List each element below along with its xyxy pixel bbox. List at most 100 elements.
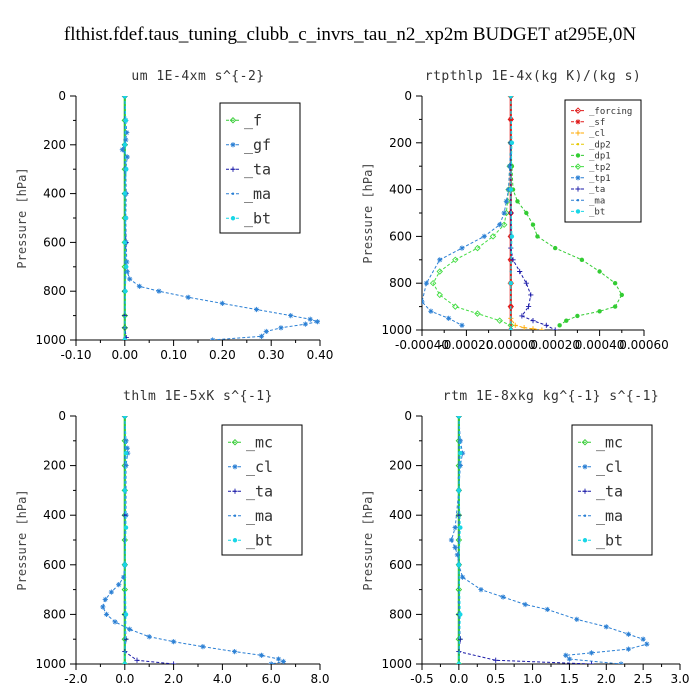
data-point [124,269,130,275]
panel-title: rtpthlp 1E-4x(kg K)/(kg s) [425,69,642,84]
data-point [478,587,484,593]
data-point [457,438,463,444]
series-line [510,96,513,330]
data-point [505,187,512,193]
data-point [100,604,106,610]
data-point [457,463,463,469]
chart-panel-1: um 1E-4xm s^{-2} Pressure [hPa] 0 200 400 600… [15,69,333,362]
data-point [122,191,128,196]
data-point [302,321,308,327]
data-point [124,130,130,136]
legend-marker [574,107,582,114]
series-bt [122,96,129,340]
data-point [123,215,128,221]
y-tick-label: 400 [43,508,66,522]
data-point [219,300,225,306]
data-point [112,619,118,625]
legend-label: _ma [589,196,605,206]
y-tick-label: 1000 [35,333,66,347]
data-point [489,233,497,240]
data-point [124,445,130,451]
data-point [185,294,191,300]
legend-marker [232,464,238,470]
legend-marker [575,130,581,136]
data-point [102,596,108,603]
data-point [232,649,238,655]
series-ta [508,140,558,330]
data-point [210,337,216,340]
data-point [459,450,466,456]
data-point [122,240,128,245]
data-point [539,327,545,330]
data-point [422,299,425,305]
data-point [508,327,513,330]
data-point [644,641,650,647]
data-point [496,317,503,324]
y-axis-label: Pressure [hPa] [15,489,29,590]
data-point [612,281,618,286]
x-tick-label: 3.0 [670,672,689,686]
y-tick-label: 600 [43,235,66,249]
data-point [517,268,523,275]
data-point [127,276,133,282]
legend-label: _tp1 [589,174,611,184]
data-point [458,451,463,456]
x-tick-label: -2.0 [64,672,87,686]
y-tick-label: 1000 [381,657,412,671]
data-point [123,612,129,617]
data-point [307,316,313,322]
data-point [500,594,506,600]
y-tick-label: 0 [404,89,412,103]
data-point [123,525,129,530]
x-tick-label: -0.00040 [395,338,449,352]
data-point [519,313,525,319]
y-tick-label: 400 [43,187,66,201]
y-tick-label: 1000 [35,657,66,671]
legend-marker [574,163,582,170]
y-tick-label: 400 [389,183,412,197]
data-point [509,234,515,239]
legend-marker [575,209,581,214]
data-point [524,210,529,216]
data-point [436,268,443,275]
legend: _f _gf _ta _ma _bt [219,102,301,234]
legend-marker [583,514,587,517]
x-tick-label: 0.40 [307,348,334,362]
data-point [280,658,286,664]
x-tick-label: -0.00020 [439,338,493,352]
data-point [122,142,128,147]
legend-marker [582,538,588,543]
legend-marker [232,538,238,543]
legend-label: _dp2 [589,140,611,150]
data-point [575,313,580,319]
data-point [258,652,265,658]
data-point [543,322,549,328]
legend-marker [230,216,236,221]
legend-marker [581,439,589,446]
data-point [523,280,529,286]
data-point [119,147,125,153]
legend-marker [231,192,235,195]
y-axis-label: Pressure [hPa] [361,162,375,263]
x-tick-label: 8.0 [310,672,329,686]
panel-title: thlm 1E-5xK s^{-1} [123,389,273,404]
y-tick-label: 800 [43,607,66,621]
legend-label: _forcing [589,107,632,117]
legend-marker [582,488,588,494]
data-point [501,210,507,216]
data-point [552,327,558,330]
data-point [459,574,466,580]
data-point [123,451,129,456]
data-point [618,661,624,664]
data-point [124,154,130,160]
x-tick-label: -0.10 [60,348,91,362]
legend-label: _bt [589,208,605,218]
legend-label: _bt [244,210,271,228]
data-point [508,96,513,99]
data-point [452,303,459,310]
series-line [124,96,127,340]
data-point [564,318,569,323]
data-point [625,646,631,652]
panels: um 1E-4xm s^{-2} Pressure [hPa] 0 200 400 600… [15,69,690,686]
data-point [124,259,130,265]
